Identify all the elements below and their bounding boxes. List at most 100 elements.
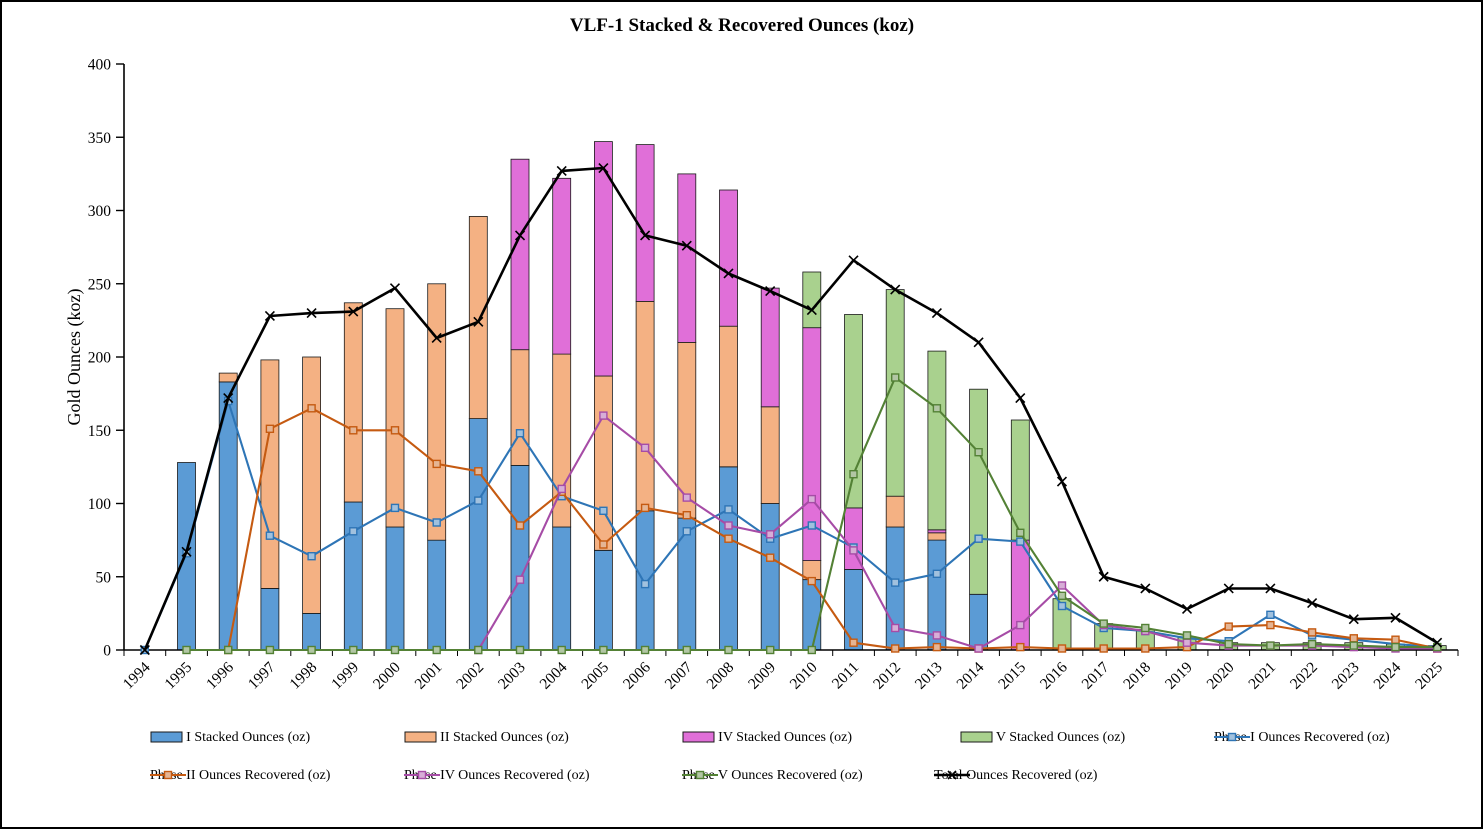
x-tick-label: 2022: [1287, 659, 1321, 693]
legend-item: Phase I Ounces Recovered (oz): [1214, 730, 1390, 746]
legend-line-swatch-icon: [1214, 732, 1250, 742]
x-marker: [681, 240, 692, 251]
square-marker: [891, 578, 900, 587]
bar-segment: [927, 350, 947, 531]
x-marker: [640, 230, 651, 241]
bar-segment: [885, 495, 905, 528]
square-marker: [474, 496, 483, 505]
square-marker: [1141, 623, 1150, 633]
square-marker: [1266, 610, 1275, 619]
x-marker: [473, 316, 484, 327]
square-marker: [432, 518, 441, 527]
square-marker: [1016, 537, 1025, 546]
legend-bar-swatch-icon: [404, 731, 437, 743]
x-tick-label: 2024: [1370, 659, 1404, 693]
square-marker: [1057, 581, 1067, 590]
square-marker: [432, 645, 441, 655]
square-marker: [474, 467, 483, 476]
x-tick-label: 2000: [370, 659, 404, 693]
line-series: [227, 407, 1438, 651]
bar-segment: [260, 588, 280, 651]
x-tick-label: 2018: [1120, 659, 1154, 693]
chart-title: VLF-1 Stacked & Recovered Ounces (koz): [570, 15, 914, 36]
x-marker: [1348, 614, 1359, 625]
legend-bar-swatch-icon: [960, 731, 993, 743]
bar-segment: [635, 300, 655, 512]
x-marker: [1223, 583, 1234, 594]
bar-segment: [760, 287, 780, 408]
square-marker: [1016, 642, 1025, 652]
square-marker: [849, 470, 858, 479]
x-tick-label: 2017: [1079, 659, 1113, 693]
x-tick-label: 2023: [1329, 659, 1363, 693]
bar-segment: [552, 526, 572, 651]
square-marker: [891, 623, 900, 633]
y-tick-label: 0: [103, 643, 111, 660]
x-marker: [723, 268, 734, 279]
x-tick-label: 1995: [161, 659, 195, 693]
square-marker: [807, 494, 816, 504]
bar-segment: [260, 359, 280, 589]
legend-item: Phase V Stacked Ounces (oz): [960, 730, 1125, 746]
bar-segment: [844, 569, 863, 651]
x-marker: [806, 305, 817, 316]
square-marker: [307, 645, 316, 655]
bar-segment: [468, 215, 488, 419]
bar-segment: [343, 302, 363, 503]
plot-area: 0 50 100 150 200 250 300 350 400 1994 1995 1996 1997…: [88, 57, 1459, 693]
legend-item: Phase IV Stacked Ounces (oz): [682, 730, 852, 746]
x-marker: [139, 644, 150, 656]
x-marker: [1432, 637, 1443, 648]
y-tick-label: 400: [88, 57, 112, 74]
square-marker: [349, 527, 358, 536]
square-marker: [1266, 641, 1275, 650]
bar-segment: [677, 341, 697, 519]
x-tick-label: 2011: [829, 659, 863, 693]
square-marker: [724, 534, 733, 543]
x-marker: [306, 307, 317, 319]
square-marker: [265, 424, 275, 433]
legend-label: Phase II Stacked Ounces (oz): [404, 730, 569, 745]
legend-label: Phase IV Ounces Recovered (oz): [404, 768, 590, 783]
bar-segment: [760, 406, 780, 504]
y-tick-label: 350: [88, 130, 112, 147]
bar-segment: [427, 283, 447, 541]
square-marker: [307, 552, 316, 561]
legend-label: Phase I Ounces Recovered (oz): [1214, 730, 1390, 745]
square-marker: [849, 638, 858, 647]
bar-segment: [719, 325, 738, 468]
square-marker: [1057, 601, 1067, 611]
square-marker: [307, 404, 316, 413]
legend-line-swatch-icon: [404, 770, 440, 780]
x-tick-label: 2005: [578, 659, 612, 693]
bar-segment: [302, 613, 322, 651]
square-marker: [223, 645, 233, 655]
bar-segment: [969, 593, 988, 651]
x-tick-label: 2001: [412, 659, 446, 693]
legend-item: Phase II Ounces Recovered (oz): [150, 768, 330, 784]
x-tick-label: 2020: [1204, 659, 1238, 693]
x-tick-label: 2003: [495, 659, 529, 693]
bar-segment: [802, 271, 822, 329]
square-marker: [1391, 642, 1400, 652]
bar-segment: [510, 158, 530, 351]
bar-segment: [677, 173, 697, 343]
square-marker: [891, 644, 900, 653]
square-marker: [599, 645, 608, 655]
square-marker: [640, 443, 650, 452]
x-tick-label: 1999: [328, 659, 362, 693]
bar-segment: [760, 503, 780, 651]
square-marker: [724, 645, 733, 655]
square-marker: [265, 531, 275, 540]
legend-item: Phase I Stacked Ounces (oz): [150, 730, 310, 746]
square-marker: [599, 540, 608, 549]
line-series: [477, 414, 1438, 651]
square-marker: [349, 426, 358, 435]
square-marker: [932, 569, 942, 578]
x-marker: [848, 255, 859, 266]
bar-segment: [927, 532, 947, 541]
x-marker: [765, 286, 776, 297]
x-marker: [1015, 392, 1026, 404]
x-tick-label: 2013: [912, 659, 946, 693]
